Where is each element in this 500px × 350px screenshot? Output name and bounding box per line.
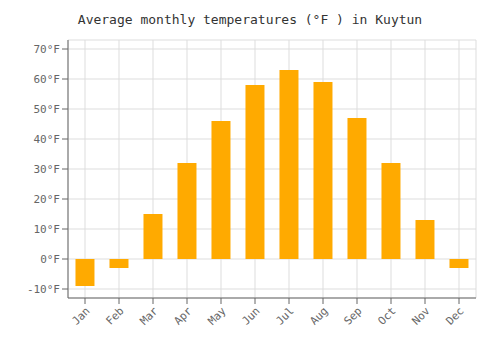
svg-text:Mar: Mar [137, 304, 161, 328]
svg-text:Nov: Nov [409, 304, 433, 328]
svg-text:30°F: 30°F [34, 163, 61, 176]
svg-text:40°F: 40°F [34, 133, 61, 146]
svg-text:Jan: Jan [69, 304, 92, 327]
svg-text:Dec: Dec [443, 304, 466, 327]
svg-text:70°F: 70°F [34, 43, 61, 56]
svg-text:20°F: 20°F [34, 193, 61, 206]
svg-text:-10°F: -10°F [27, 283, 60, 296]
svg-text:Sep: Sep [341, 304, 364, 327]
svg-text:Jul: Jul [273, 304, 296, 327]
html-text:Average monthly temperatures (: Average monthly temperatures (°F ) in Ku… [77, 12, 423, 27]
svg-text:50°F: 50°F [34, 103, 61, 116]
svg-text:Jun: Jun [239, 304, 262, 327]
svg-text:0°F: 0°F [40, 253, 60, 266]
svg-text:60°F: 60°F [34, 73, 61, 86]
svg-text:May: May [205, 304, 229, 328]
svg-text:Oct: Oct [375, 304, 398, 327]
svg-text:10°F: 10°F [34, 223, 61, 236]
svg-text:Apr: Apr [171, 304, 195, 328]
svg-text:Feb: Feb [103, 304, 126, 327]
svg-text:Aug: Aug [307, 304, 330, 327]
